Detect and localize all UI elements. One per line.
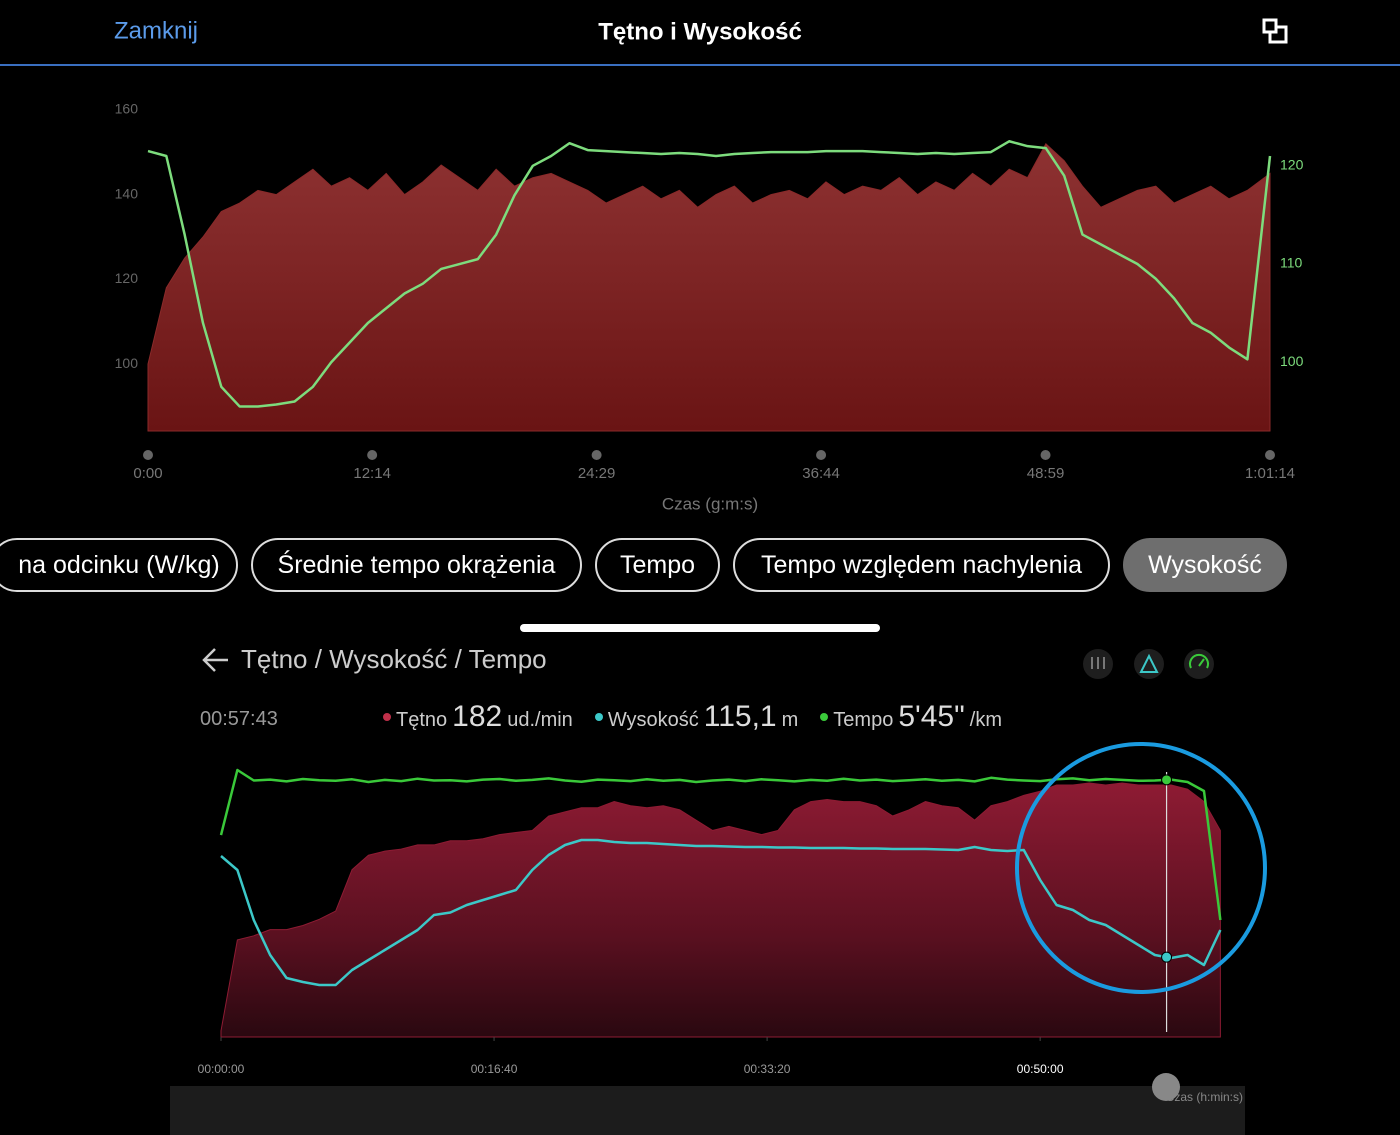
scroll-bar[interactable] — [170, 1086, 1245, 1135]
legend-dot — [383, 713, 391, 721]
y2-tick-label: 100 — [1280, 353, 1304, 369]
back-arrow[interactable] — [202, 648, 228, 672]
x-tick-dot — [1265, 450, 1275, 460]
x-tick-label: 0:00 — [133, 465, 162, 482]
cursor-readout: 00:57:43 Tętno 182 ud./min Wysokość 115,1 m Tem… — [200, 700, 1002, 734]
cursor-dot — [1161, 774, 1173, 786]
readout-item: Wysokość 115,1 m — [594, 700, 799, 734]
x-tick-dot — [816, 450, 827, 460]
y-tick-label: 140 — [115, 185, 139, 201]
reading-unit: m — [781, 709, 799, 731]
cursor-time: 00:57:43 — [200, 708, 278, 730]
x-tick-dot — [1040, 450, 1051, 460]
x-axis-title: Czas (g:m:s) — [662, 494, 758, 513]
x-tick-label: 00:16:40 — [471, 1062, 518, 1076]
tab[interactable]: Średnie tempo okrążenia — [251, 538, 582, 592]
icon-buttons[interactable] — [1083, 649, 1214, 679]
x-tick-label: 00:50:00 — [1017, 1062, 1064, 1076]
reading-value: 182 — [452, 700, 503, 733]
tab[interactable]: na odcinku (W/kg) — [0, 538, 238, 592]
area — [147, 142, 1271, 432]
y-tick-label: 160 — [115, 101, 139, 117]
x-tick-label: 36:44 — [802, 465, 840, 482]
readout-item: Tempo 5'45"/km — [820, 700, 1002, 734]
drag-handle[interactable] — [520, 624, 880, 632]
x-tick-label: 12:14 — [353, 465, 391, 482]
x-tick-label: 48:59 — [1027, 465, 1065, 482]
scroll-handle[interactable] — [1152, 1073, 1180, 1101]
y2-tick-label: 110 — [1280, 255, 1303, 271]
y-tick-label: 100 — [115, 355, 139, 371]
chart-title: Tętno / Wysokość / Tempo — [241, 644, 547, 674]
x-tick-label: 1:01:14 — [1245, 465, 1295, 482]
close-button[interactable]: Zamknij — [114, 17, 198, 44]
x-axis-title: Czas (h:min:s) — [1166, 1090, 1243, 1104]
x-tick-dot — [367, 450, 378, 460]
reading-value: 115,1 — [703, 700, 777, 733]
x-tick-label: 00:00:00 — [198, 1062, 245, 1076]
legend-name: Tempo — [833, 709, 894, 731]
reading-unit: ud./min — [507, 709, 573, 731]
legend-dot — [820, 713, 829, 721]
readout-item: Tętno 182 ud./min — [383, 700, 573, 734]
reading-unit: /km — [969, 709, 1002, 731]
tab[interactable]: Tempo względem nachylenia — [733, 538, 1110, 592]
fullscreen-icon[interactable] — [1262, 18, 1288, 44]
tab[interactable]: Wysokość — [1123, 538, 1287, 592]
y-tick-label: 120 — [115, 270, 139, 286]
x-tick-dot — [143, 450, 153, 460]
page-title: Tętno i Wysokość — [598, 18, 802, 45]
line — [147, 140, 1272, 408]
reading-value: 5'45" — [898, 700, 965, 733]
y2-tick-label: 120 — [1280, 157, 1304, 173]
cursor-dot — [1161, 951, 1173, 963]
tab[interactable]: Tempo — [595, 538, 720, 592]
legend-name: Wysokość — [607, 709, 699, 731]
x-tick-label: 24:29 — [578, 465, 616, 482]
x-tick-dot — [591, 450, 602, 460]
legend-dot — [594, 713, 603, 721]
legend-name: Tętno — [396, 709, 448, 731]
x-tick-label: 00:33:20 — [744, 1062, 791, 1076]
tab-bar: na odcinku (W/kg) Średnie tempo okrążenia… — [0, 538, 1287, 592]
